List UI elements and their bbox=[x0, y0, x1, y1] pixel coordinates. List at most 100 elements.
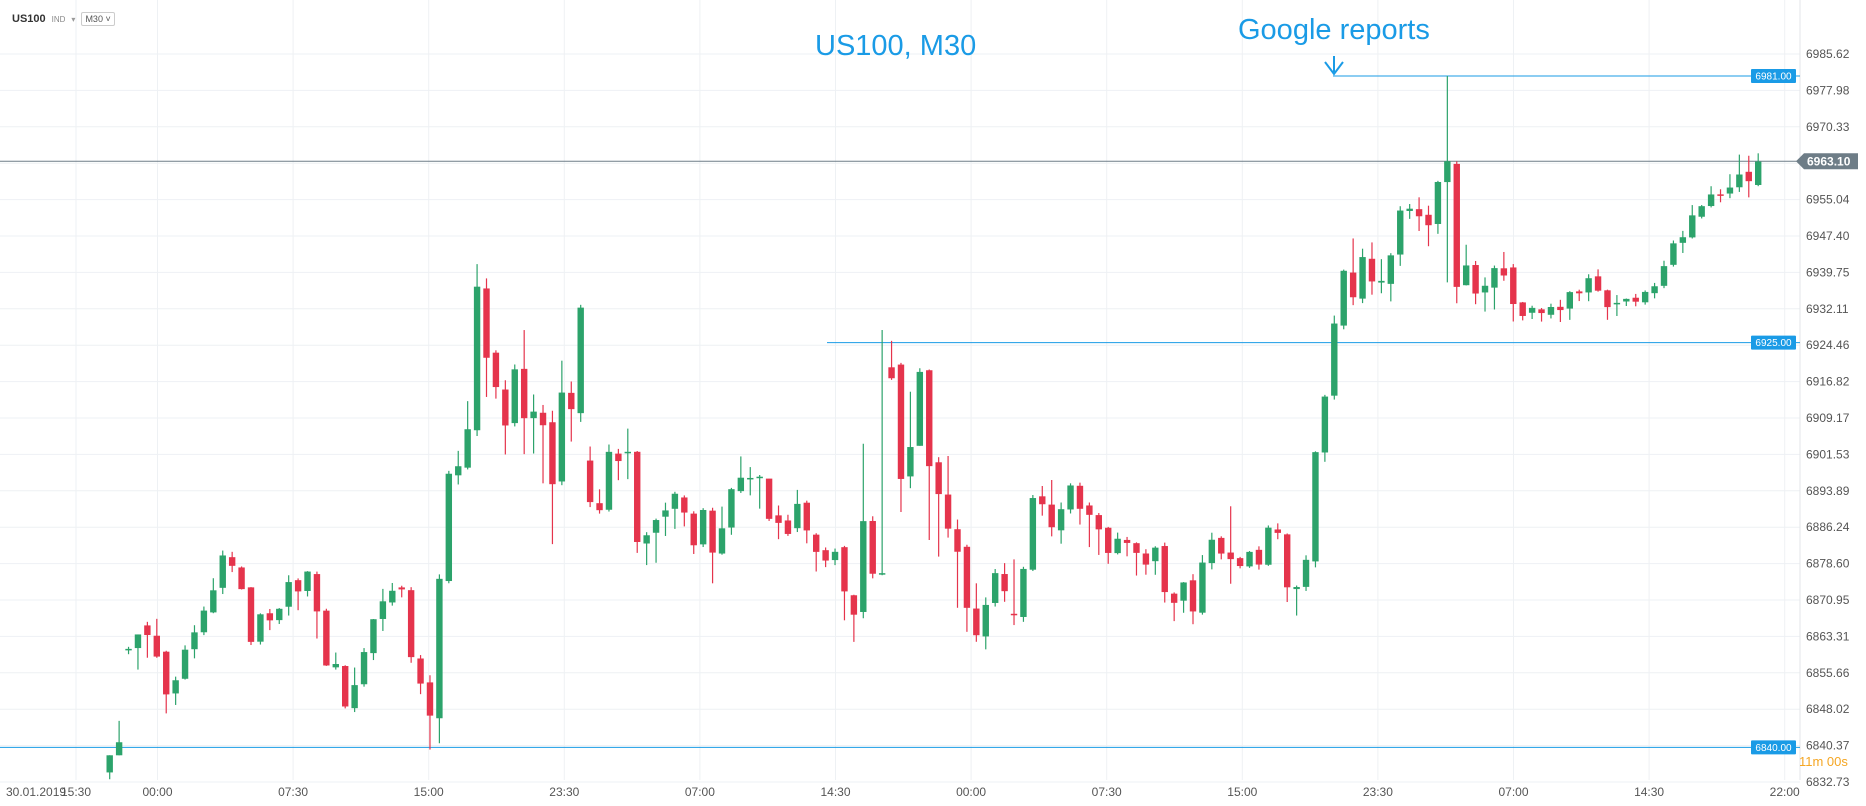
candle-up bbox=[1208, 539, 1216, 564]
candle-up bbox=[1641, 291, 1649, 303]
candle-down bbox=[1039, 496, 1046, 505]
candle-up bbox=[1670, 243, 1677, 265]
candle-down bbox=[813, 534, 820, 552]
candle-down bbox=[144, 625, 151, 636]
candle-down bbox=[1189, 580, 1197, 612]
candle-up bbox=[464, 429, 471, 468]
price-tick-label: 6863.31 bbox=[1806, 629, 1850, 643]
candle-down bbox=[973, 608, 980, 636]
candle-down bbox=[1123, 539, 1131, 543]
candle-down bbox=[784, 520, 792, 534]
candle-down bbox=[163, 651, 170, 695]
candle-down bbox=[926, 370, 933, 467]
current-price-tag bbox=[1796, 153, 1858, 170]
candle-down bbox=[1604, 290, 1611, 308]
candle-up bbox=[1293, 587, 1300, 590]
time-tick-label: 07:30 bbox=[1092, 785, 1122, 799]
price-tick-label: 6848.02 bbox=[1806, 702, 1850, 716]
candle-down bbox=[492, 352, 500, 388]
candle-down bbox=[228, 557, 236, 566]
candle-down bbox=[954, 529, 961, 552]
candle-up bbox=[652, 520, 660, 533]
candle-down bbox=[709, 510, 716, 553]
candle-up bbox=[1067, 485, 1074, 510]
price-tick-label: 6947.40 bbox=[1806, 229, 1850, 243]
annotation-label: Google reports bbox=[1238, 14, 1430, 46]
candle-up bbox=[737, 477, 745, 492]
price-tick-label: 6985.62 bbox=[1806, 47, 1850, 61]
candle-down bbox=[944, 494, 952, 529]
chevron-down-icon[interactable]: ▾ bbox=[71, 14, 76, 24]
timeframe-value: M30 bbox=[85, 14, 103, 24]
candle-down bbox=[483, 288, 490, 358]
candle-up bbox=[1387, 255, 1395, 284]
candles bbox=[106, 75, 1762, 780]
candle-up bbox=[332, 664, 339, 668]
candle-up bbox=[747, 477, 754, 480]
candle-down bbox=[502, 389, 509, 426]
candle-down bbox=[1717, 194, 1724, 196]
candle-up bbox=[907, 447, 914, 477]
candle-down bbox=[1218, 537, 1225, 554]
candle-down bbox=[520, 368, 528, 419]
candle-up bbox=[1444, 161, 1451, 183]
candle-up bbox=[1321, 396, 1329, 453]
candle-down bbox=[1161, 546, 1168, 593]
candle-down bbox=[407, 590, 415, 658]
candle-down bbox=[935, 462, 942, 495]
candle-up bbox=[699, 509, 707, 545]
time-tick-label: 23:30 bbox=[549, 785, 579, 799]
candle-up bbox=[1528, 307, 1536, 313]
price-tick-label: 6901.53 bbox=[1806, 447, 1850, 461]
candle-up bbox=[1029, 498, 1037, 570]
candle-up bbox=[285, 582, 292, 607]
candle-up bbox=[1265, 527, 1272, 565]
candle-down bbox=[634, 451, 641, 542]
level-price-tag bbox=[1751, 335, 1796, 350]
instrument-mode-label[interactable]: IND bbox=[51, 14, 66, 24]
time-tick-label: 22:00 bbox=[1770, 785, 1800, 799]
price-tick-label: 6924.46 bbox=[1806, 338, 1850, 352]
price-tick-label: 6939.75 bbox=[1806, 265, 1850, 279]
candle-down bbox=[1133, 543, 1140, 553]
candle-up bbox=[351, 685, 358, 709]
candle-up bbox=[1481, 285, 1489, 293]
price-tick-label: 6886.24 bbox=[1806, 520, 1850, 534]
candle-down bbox=[417, 658, 424, 684]
price-tick-label: 6893.89 bbox=[1806, 484, 1850, 498]
symbol-label[interactable]: US100 bbox=[12, 13, 46, 25]
horizontal-levels bbox=[0, 75, 1800, 748]
candle-down bbox=[1142, 553, 1150, 565]
time-tick-label: 15:00 bbox=[414, 785, 444, 799]
price-tick-label: 6909.17 bbox=[1806, 411, 1850, 425]
candle-down bbox=[1576, 291, 1583, 294]
candle-up bbox=[172, 680, 179, 694]
candle-up bbox=[1180, 582, 1187, 601]
price-tick-label: 6870.95 bbox=[1806, 593, 1850, 607]
candle-down bbox=[1349, 272, 1357, 298]
candle-up bbox=[257, 614, 264, 642]
candle-down bbox=[539, 412, 547, 426]
candle-up bbox=[916, 371, 924, 446]
candle-down bbox=[426, 682, 434, 716]
candle-down bbox=[1105, 527, 1112, 553]
candle-up bbox=[1660, 266, 1668, 286]
chart-toolbar: US100 IND ▾ M30 ˅ bbox=[12, 9, 115, 29]
timeframe-select[interactable]: M30 ˅ bbox=[81, 12, 115, 26]
price-tick-label: 6932.11 bbox=[1806, 302, 1849, 316]
candle-up bbox=[624, 451, 631, 454]
candle-down bbox=[247, 587, 255, 642]
candle-up bbox=[389, 590, 396, 603]
time-tick-label: 14:30 bbox=[1634, 785, 1664, 799]
candle-down bbox=[1510, 267, 1517, 305]
candle-up bbox=[1434, 181, 1442, 224]
candle-up bbox=[200, 610, 208, 633]
candle-up bbox=[718, 528, 726, 554]
candle-down bbox=[841, 547, 848, 592]
candle-up bbox=[1736, 174, 1743, 188]
candle-down bbox=[342, 666, 349, 707]
candle-up bbox=[379, 601, 387, 619]
candle-up bbox=[878, 573, 886, 575]
candle-down bbox=[1001, 574, 1008, 592]
